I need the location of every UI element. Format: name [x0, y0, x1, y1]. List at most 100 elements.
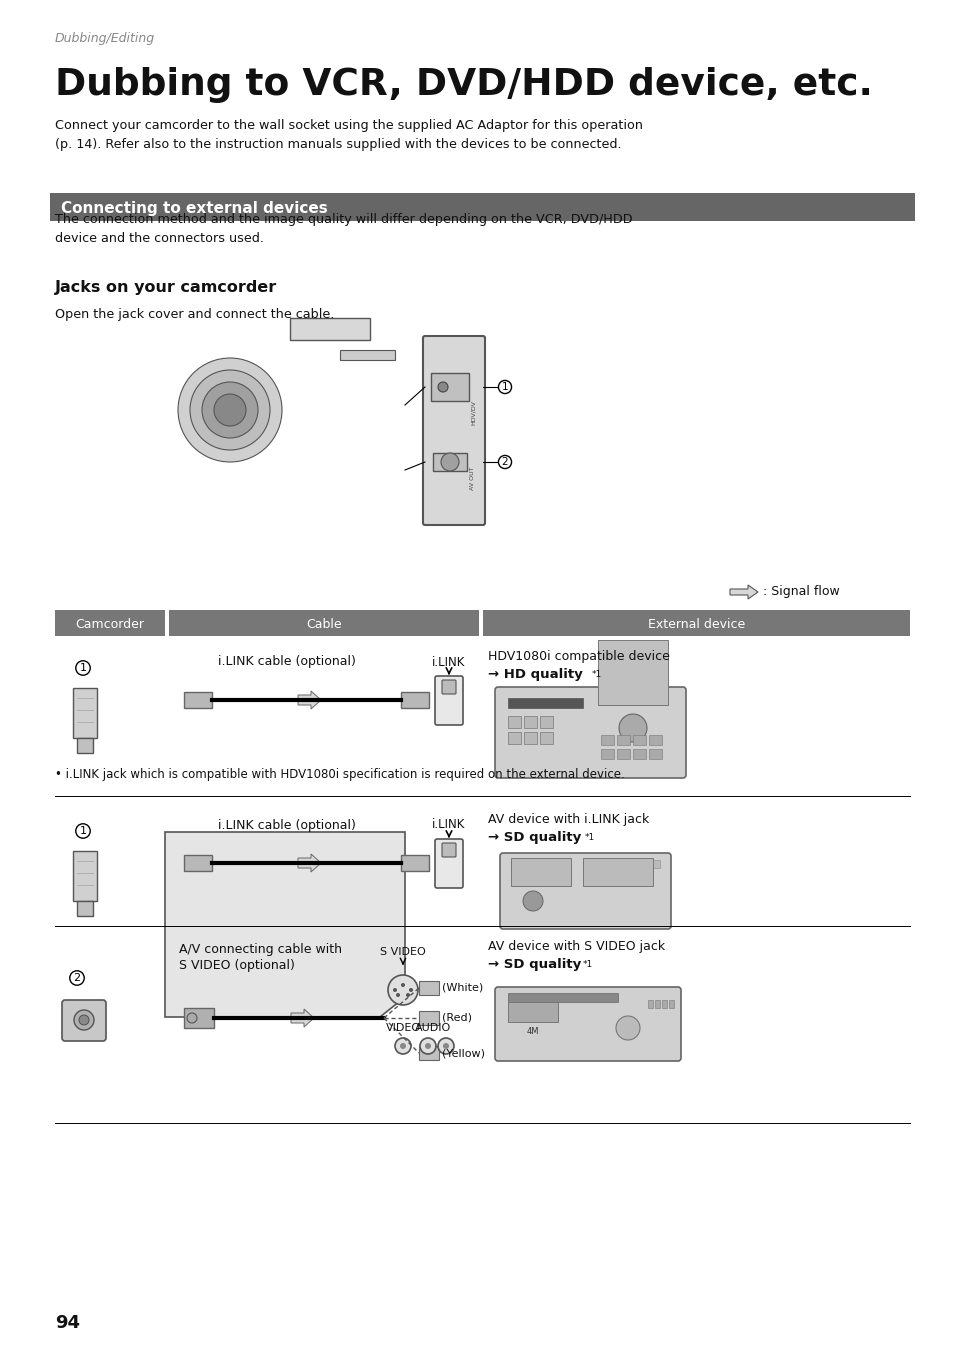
Bar — [598, 860, 612, 868]
Circle shape — [190, 370, 270, 451]
Circle shape — [213, 394, 246, 426]
Circle shape — [440, 453, 458, 471]
Circle shape — [424, 1044, 431, 1049]
Text: A/V connecting cable with: A/V connecting cable with — [179, 943, 341, 957]
Bar — [600, 735, 614, 745]
Text: → SD quality: → SD quality — [488, 830, 580, 844]
Text: *1: *1 — [582, 959, 593, 969]
Polygon shape — [418, 1046, 438, 1060]
Bar — [184, 1008, 213, 1029]
Text: External device: External device — [647, 617, 744, 631]
Text: S VIDEO: S VIDEO — [379, 947, 425, 957]
Circle shape — [409, 988, 413, 992]
Text: → HD quality: → HD quality — [488, 668, 582, 681]
Text: : Signal flow: : Signal flow — [762, 585, 839, 598]
Text: Open the jack cover and connect the cable.: Open the jack cover and connect the cabl… — [55, 308, 334, 322]
Circle shape — [388, 974, 417, 1006]
Bar — [507, 697, 582, 708]
Polygon shape — [297, 854, 320, 873]
Circle shape — [74, 1010, 94, 1030]
Bar — [655, 1000, 659, 1008]
Circle shape — [187, 1012, 196, 1023]
Text: Cable: Cable — [306, 617, 341, 631]
Circle shape — [616, 1016, 639, 1039]
Text: 1: 1 — [79, 826, 87, 836]
Text: Connecting to external devices: Connecting to external devices — [61, 201, 328, 216]
Polygon shape — [418, 1011, 438, 1025]
Circle shape — [395, 993, 399, 997]
Text: S VIDEO (optional): S VIDEO (optional) — [179, 959, 294, 973]
Polygon shape — [400, 855, 429, 871]
Bar — [582, 860, 596, 868]
Text: (Red): (Red) — [441, 1012, 472, 1023]
Bar — [600, 749, 614, 759]
Bar — [339, 350, 395, 360]
Bar — [648, 735, 661, 745]
Text: 1: 1 — [79, 664, 87, 673]
Bar — [646, 860, 659, 868]
Circle shape — [79, 1015, 89, 1025]
FancyBboxPatch shape — [441, 843, 456, 858]
Text: AV device with i.LINK jack: AV device with i.LINK jack — [488, 813, 649, 826]
FancyBboxPatch shape — [62, 1000, 106, 1041]
Text: Connect your camcorder to the wall socket using the supplied AC Adaptor for this: Connect your camcorder to the wall socke… — [55, 119, 642, 151]
Text: 1: 1 — [501, 383, 508, 392]
Text: i.LINK: i.LINK — [432, 818, 465, 832]
Bar — [55, 611, 165, 636]
Bar — [668, 1000, 673, 1008]
Bar — [507, 731, 520, 744]
Bar — [507, 993, 618, 1001]
Text: Dubbing/Editing: Dubbing/Editing — [55, 33, 155, 45]
Text: Camcorder: Camcorder — [75, 617, 144, 631]
Text: *1: *1 — [584, 833, 595, 841]
Circle shape — [178, 358, 282, 461]
Circle shape — [400, 982, 405, 987]
Bar — [617, 735, 629, 745]
FancyBboxPatch shape — [495, 687, 685, 778]
Circle shape — [419, 1038, 436, 1054]
Circle shape — [393, 988, 396, 992]
Text: *1: *1 — [592, 670, 601, 678]
Bar — [523, 731, 537, 744]
Polygon shape — [73, 688, 97, 738]
Bar — [523, 716, 537, 727]
Bar — [77, 738, 92, 753]
Text: VIDEO: VIDEO — [385, 1023, 420, 1033]
Bar — [50, 193, 914, 221]
Bar — [615, 860, 627, 868]
Text: HDV/DV: HDV/DV — [470, 400, 475, 426]
Bar — [165, 611, 169, 636]
Circle shape — [202, 383, 257, 438]
Bar — [431, 373, 469, 402]
FancyBboxPatch shape — [435, 676, 462, 725]
Polygon shape — [184, 692, 212, 708]
Text: Jacks on your camcorder: Jacks on your camcorder — [55, 280, 277, 294]
Circle shape — [406, 993, 410, 997]
Text: (Yellow): (Yellow) — [441, 1048, 484, 1058]
Polygon shape — [729, 585, 758, 598]
Text: • i.LINK jack which is compatible with HDV1080i specification is required on the: • i.LINK jack which is compatible with H… — [55, 768, 624, 782]
Circle shape — [399, 1044, 406, 1049]
Circle shape — [522, 892, 542, 911]
Bar — [582, 858, 652, 886]
Bar — [633, 749, 645, 759]
Bar — [482, 611, 909, 636]
Text: HDV1080i compatible device: HDV1080i compatible device — [488, 650, 669, 664]
Polygon shape — [297, 691, 320, 708]
Text: AV OUT: AV OUT — [470, 467, 475, 490]
Text: → SD quality: → SD quality — [488, 958, 580, 972]
Text: Dubbing to VCR, DVD/HDD device, etc.: Dubbing to VCR, DVD/HDD device, etc. — [55, 66, 872, 103]
Bar — [511, 858, 571, 886]
Polygon shape — [165, 832, 405, 1016]
Bar — [539, 731, 553, 744]
Circle shape — [437, 1038, 454, 1054]
Text: AV device with S VIDEO jack: AV device with S VIDEO jack — [488, 940, 664, 953]
FancyBboxPatch shape — [422, 337, 484, 525]
Bar — [661, 1000, 666, 1008]
Circle shape — [618, 714, 646, 742]
Circle shape — [395, 1038, 411, 1054]
Text: i.LINK: i.LINK — [432, 655, 465, 669]
FancyBboxPatch shape — [499, 854, 670, 930]
Bar — [507, 1001, 558, 1022]
FancyBboxPatch shape — [441, 680, 456, 693]
